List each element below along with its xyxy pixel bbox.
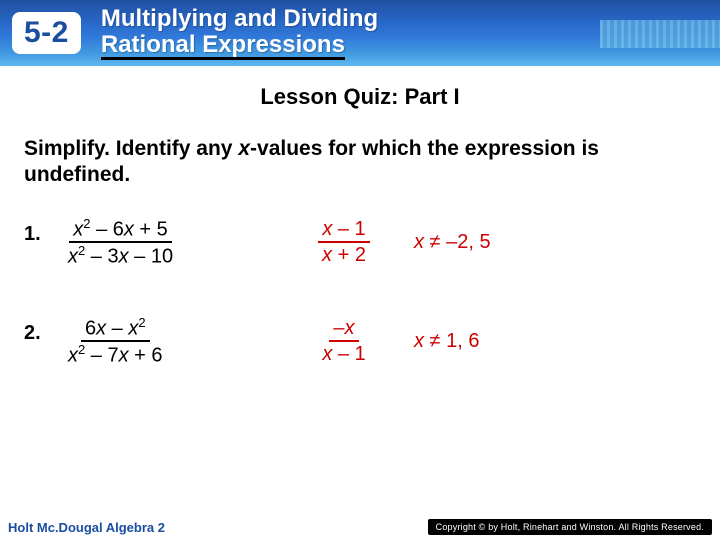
- copyright-badge: Copyright © by Holt, Rinehart and Winsto…: [428, 519, 712, 535]
- problem-number: 2.: [24, 322, 64, 345]
- instructions-var: x: [238, 137, 250, 160]
- fraction-denominator: x2 – 3x – 10: [64, 243, 177, 268]
- instructions-pre: Simplify. Identify any: [24, 137, 238, 160]
- fraction: x2 – 6x + 5 x2 – 3x – 10: [64, 217, 177, 268]
- lesson-title: Multiplying and Dividing Rational Expres…: [101, 6, 378, 61]
- fraction: x – 1 x + 2: [318, 218, 370, 266]
- fraction-denominator: x2 – 7x + 6: [64, 342, 167, 367]
- fraction-numerator: x2 – 6x + 5: [69, 217, 172, 244]
- problems-area: 1. x2 – 6x + 5 x2 – 3x – 10 x – 1 x + 2 …: [24, 217, 696, 368]
- header-decoration: [600, 20, 720, 48]
- answer-expression: –x x – 1: [274, 317, 414, 365]
- fraction-denominator: x – 1: [318, 342, 369, 365]
- quiz-title: Lesson Quiz: Part I: [0, 84, 720, 110]
- lesson-title-line1: Multiplying and Dividing: [101, 6, 378, 32]
- page-footer: Holt Mc.Dougal Algebra 2 Copyright © by …: [0, 514, 720, 540]
- answer-condition: x ≠ 1, 6: [414, 330, 696, 353]
- fraction: 6x – x2 x2 – 7x + 6: [64, 316, 167, 367]
- answer-condition: x ≠ –2, 5: [414, 231, 696, 254]
- instructions: Simplify. Identify any x-values for whic…: [24, 136, 696, 189]
- book-title: Holt Mc.Dougal Algebra 2: [8, 520, 165, 535]
- fraction-numerator: 6x – x2: [81, 316, 150, 343]
- lesson-header: 5-2 Multiplying and Dividing Rational Ex…: [0, 0, 720, 66]
- problem-row: 1. x2 – 6x + 5 x2 – 3x – 10 x – 1 x + 2 …: [24, 217, 696, 268]
- answer-expression: x – 1 x + 2: [274, 218, 414, 266]
- lesson-number-badge: 5-2: [12, 12, 81, 54]
- lesson-title-line2: Rational Expressions: [101, 32, 345, 61]
- fraction-denominator: x + 2: [318, 243, 370, 266]
- fraction: –x x – 1: [318, 317, 369, 365]
- problem-number: 1.: [24, 223, 64, 246]
- fraction-numerator: x – 1: [318, 218, 369, 243]
- problem-expression: 6x – x2 x2 – 7x + 6: [64, 316, 274, 367]
- problem-row: 2. 6x – x2 x2 – 7x + 6 –x x – 1 x ≠ 1, 6: [24, 316, 696, 367]
- fraction-numerator: –x: [329, 317, 358, 342]
- problem-expression: x2 – 6x + 5 x2 – 3x – 10: [64, 217, 274, 268]
